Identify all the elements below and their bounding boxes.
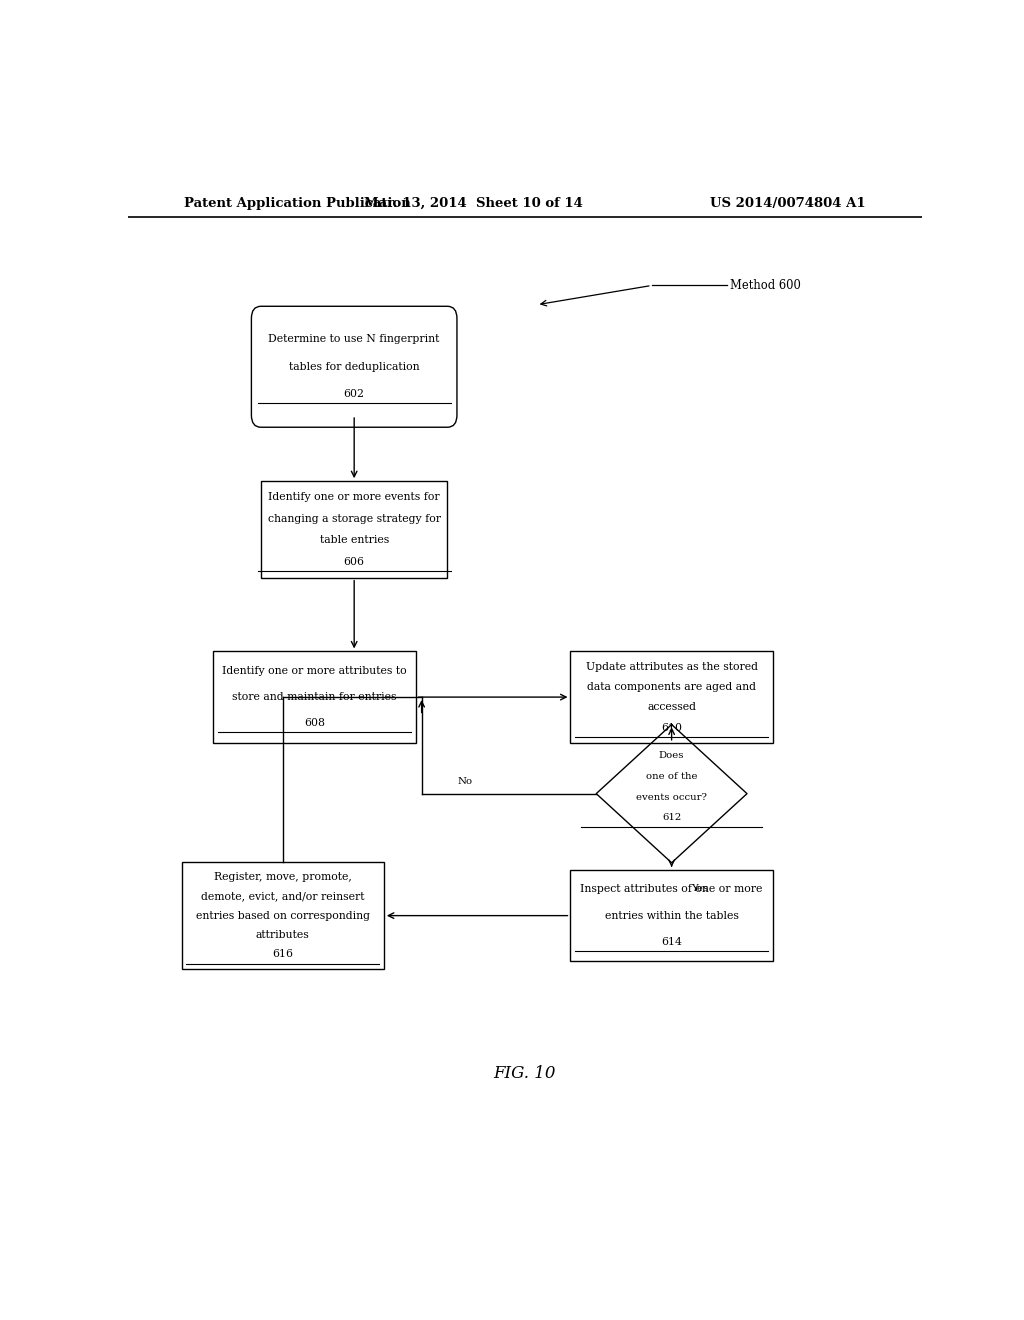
Text: Inspect attributes of one or more: Inspect attributes of one or more: [581, 884, 763, 895]
Text: Method 600: Method 600: [729, 279, 801, 292]
Text: Identify one or more events for: Identify one or more events for: [268, 492, 440, 502]
Text: entries based on corresponding: entries based on corresponding: [196, 911, 370, 920]
Text: events occur?: events occur?: [636, 792, 707, 801]
Text: Mar. 13, 2014  Sheet 10 of 14: Mar. 13, 2014 Sheet 10 of 14: [364, 197, 583, 210]
Text: demote, evict, and/or reinsert: demote, evict, and/or reinsert: [201, 891, 365, 902]
Text: table entries: table entries: [319, 535, 389, 545]
Text: 606: 606: [344, 557, 365, 566]
Polygon shape: [596, 725, 748, 863]
Text: tables for deduplication: tables for deduplication: [289, 362, 420, 372]
Text: store and maintain for entries: store and maintain for entries: [232, 692, 396, 702]
Text: No: No: [458, 777, 472, 785]
Text: Does: Does: [658, 751, 684, 760]
Text: accessed: accessed: [647, 702, 696, 713]
FancyBboxPatch shape: [570, 651, 773, 743]
Text: Identify one or more attributes to: Identify one or more attributes to: [222, 667, 407, 676]
Text: one of the: one of the: [646, 772, 697, 781]
Text: data components are aged and: data components are aged and: [587, 682, 756, 692]
Text: 614: 614: [662, 937, 682, 946]
FancyBboxPatch shape: [252, 306, 457, 428]
Text: Determine to use N fingerprint: Determine to use N fingerprint: [268, 334, 440, 345]
Text: 602: 602: [344, 389, 365, 400]
Text: 612: 612: [662, 813, 681, 822]
FancyBboxPatch shape: [181, 862, 384, 969]
Text: FIG. 10: FIG. 10: [494, 1065, 556, 1081]
Text: changing a storage strategy for: changing a storage strategy for: [267, 513, 440, 524]
Text: attributes: attributes: [256, 931, 309, 940]
Text: Patent Application Publication: Patent Application Publication: [183, 197, 411, 210]
Text: 610: 610: [662, 722, 682, 733]
Text: 608: 608: [304, 718, 325, 729]
FancyBboxPatch shape: [570, 870, 773, 961]
Text: entries within the tables: entries within the tables: [605, 911, 738, 920]
Text: US 2014/0074804 A1: US 2014/0074804 A1: [711, 197, 866, 210]
Text: Register, move, promote,: Register, move, promote,: [214, 871, 351, 882]
Text: Update attributes as the stored: Update attributes as the stored: [586, 661, 758, 672]
FancyBboxPatch shape: [213, 651, 416, 743]
Text: Yes: Yes: [691, 883, 709, 892]
Text: 616: 616: [272, 949, 293, 960]
FancyBboxPatch shape: [261, 480, 447, 578]
